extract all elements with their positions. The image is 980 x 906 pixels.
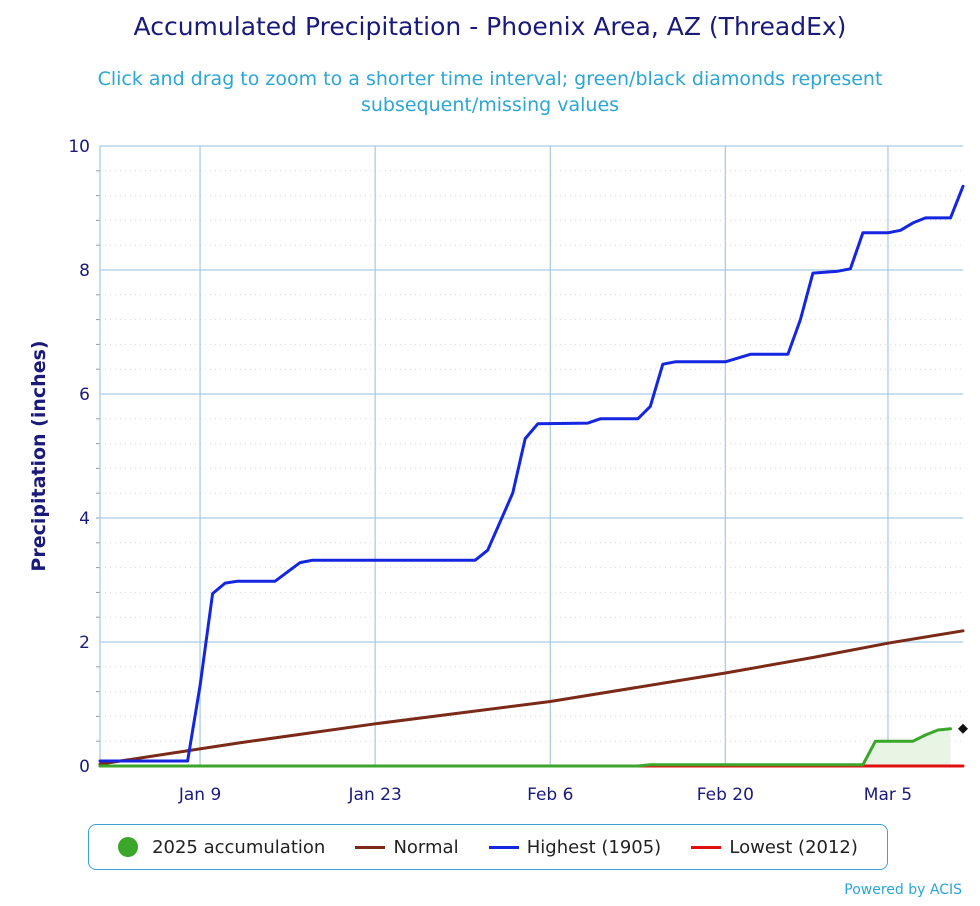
y-tick-label: 4 bbox=[79, 509, 90, 529]
legend-item-2025[interactable]: 2025 accumulation bbox=[118, 837, 325, 858]
powered-by-link[interactable]: Powered by ACIS bbox=[844, 882, 962, 898]
y-tick-label: 10 bbox=[68, 137, 90, 157]
missing-value-diamond bbox=[958, 723, 968, 734]
area-2025 bbox=[100, 728, 951, 766]
chart-title: Accumulated Precipitation - Phoenix Area… bbox=[133, 12, 847, 41]
line-normal bbox=[98, 629, 965, 766]
y-tick-label: 6 bbox=[79, 385, 90, 405]
x-tick-label: Jan 23 bbox=[348, 785, 402, 805]
x-tick-label: Feb 6 bbox=[527, 785, 573, 805]
legend-marker-2025 bbox=[118, 837, 139, 857]
legend-marker-highest bbox=[488, 845, 519, 849]
y-axis-title: Precipitation (inches) bbox=[28, 340, 50, 571]
legend-label-2025: 2025 accumulation bbox=[152, 836, 326, 858]
x-tick-label: Jan 9 bbox=[178, 785, 221, 805]
legend-item-lowest[interactable]: Lowest (2012) bbox=[691, 837, 858, 858]
chart-legend: 2025 accumulation Normal Highest (1905) … bbox=[88, 824, 888, 870]
legend-item-normal[interactable]: Normal bbox=[355, 836, 459, 858]
legend-label-normal: Normal bbox=[393, 836, 459, 858]
line-highest bbox=[98, 184, 965, 763]
legend-label-lowest: Lowest (2012) bbox=[729, 836, 858, 858]
y-tick-label: 2 bbox=[79, 633, 90, 653]
chart-subtitle: Click and drag to zoom to a shorter time… bbox=[97, 68, 883, 116]
y-tick-label: 8 bbox=[79, 261, 90, 281]
x-tick-label: Mar 5 bbox=[864, 785, 912, 805]
legend-marker-lowest bbox=[691, 845, 722, 849]
x-tick-label: Feb 20 bbox=[697, 785, 754, 805]
legend-label-highest: Highest (1905) bbox=[526, 836, 662, 858]
legend-item-highest[interactable]: Highest (1905) bbox=[488, 836, 662, 858]
precipitation-chart[interactable]: 0 2 4 6 8 10 Jan 9 Jan 23 Feb 6 Feb 20 Mar 5 Precip… bbox=[0, 0, 980, 820]
legend-marker-normal bbox=[355, 845, 386, 849]
line-2025 bbox=[98, 727, 952, 768]
y-tick-label: 0 bbox=[79, 757, 90, 777]
